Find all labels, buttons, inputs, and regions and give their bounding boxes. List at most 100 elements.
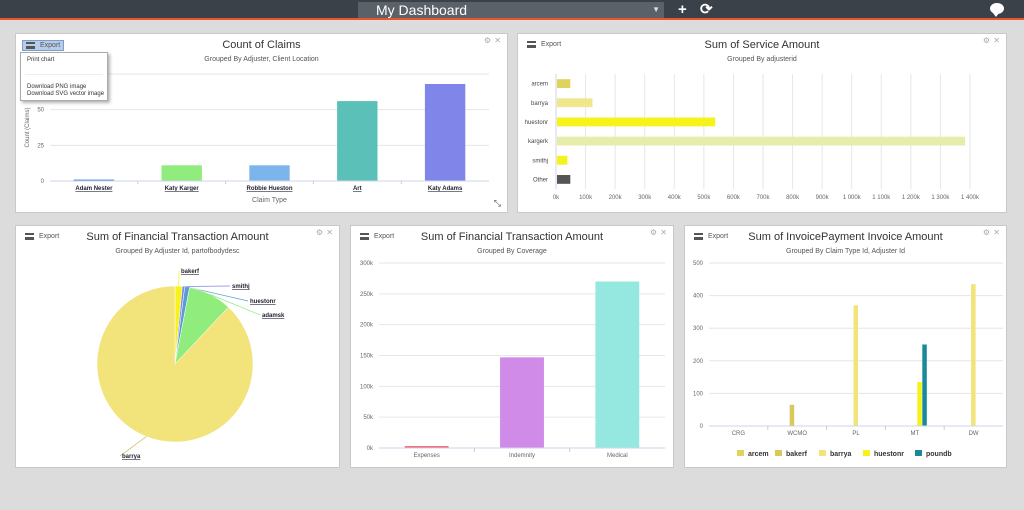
y-tick-label: 0k	[367, 446, 374, 452]
y-tick-label: smithj	[532, 158, 548, 164]
export-button[interactable]: Export	[357, 232, 397, 241]
bar	[971, 284, 976, 426]
export-label: Export	[541, 41, 562, 48]
export-button[interactable]: Export	[524, 40, 564, 49]
x-tick-label: PL	[852, 431, 860, 437]
legend-item: arcem	[748, 451, 769, 458]
x-tick-label: 1 400k	[961, 195, 980, 201]
x-tick-label: Expenses	[413, 453, 439, 459]
y-tick-label: 100	[693, 391, 704, 397]
x-tick-label: 300k	[638, 195, 652, 201]
chart-subtitle: Grouped By Coverage	[477, 248, 547, 255]
export-label: Export	[374, 233, 395, 240]
y-tick-label: 200	[693, 359, 704, 365]
pie-label: barrya	[122, 454, 141, 460]
legend-swatch	[775, 450, 782, 456]
widget-invoice-amount: 0 100 200 300 400 500 CRG WCMO PL MT DW arcem bakerf…	[684, 225, 1007, 468]
x-tick-label: 400k	[668, 195, 682, 201]
widget-financial-by-adjuster: bakerf smithj huestonr adamsk barrya Export …	[15, 225, 340, 468]
chart-count-of-claims: 0 25 50 Count (Claims) Adam Nester Katy Karge…	[25, 73, 489, 204]
bar	[853, 305, 858, 426]
add-icon[interactable]: +	[678, 1, 687, 18]
x-tick-label: Katy Karger	[165, 186, 200, 192]
x-tick-label: WCMO	[787, 431, 807, 437]
widget-sum-service-amount: 0k 100k 200k 300k 400k 500k 600k 700k 800k 900k 1 …	[517, 33, 1007, 213]
chart-title: Sum of Financial Transaction Amount	[420, 231, 604, 243]
bar	[557, 155, 568, 165]
legend-item: barrya	[830, 451, 852, 458]
bar	[500, 357, 544, 448]
y-tick-label: 500	[693, 261, 704, 267]
resize-icon[interactable]: ⤡	[493, 198, 501, 208]
x-tick-label: 1 100k	[872, 195, 891, 201]
pie-label: bakerf	[181, 269, 200, 275]
export-menu: Print chart Download PNG image Download …	[20, 52, 108, 101]
export-button[interactable]: Export	[22, 40, 65, 51]
x-tick-label: MT	[910, 431, 919, 437]
pie-connector	[210, 294, 261, 316]
x-tick-label: 500k	[697, 195, 711, 201]
settings-icon[interactable]: ⚙	[483, 36, 491, 45]
x-tick-label: 200k	[609, 195, 623, 201]
chart-financial-by-coverage: 0k 50k 100k 150k 200k 250k 300k Expenses Indemni…	[360, 261, 665, 459]
x-tick-label: CRG	[732, 431, 746, 437]
top-bar: My Dashboard ▼ + ⟳	[0, 0, 1024, 20]
pie-connector	[119, 436, 147, 457]
chat-icon[interactable]	[990, 3, 1004, 17]
x-tick-label: 100k	[579, 195, 593, 201]
y-tick-label: barrya	[531, 101, 549, 107]
close-icon[interactable]: ✕	[326, 228, 333, 237]
y-tick-label: 400	[693, 294, 704, 300]
export-button[interactable]: Export	[22, 232, 62, 241]
legend-item: bakerf	[786, 451, 808, 458]
settings-icon[interactable]: ⚙	[315, 228, 323, 237]
close-icon[interactable]: ✕	[494, 36, 501, 45]
bar	[557, 117, 716, 127]
chart-subtitle: Grouped By Adjuster Id, partofbodydesc	[115, 248, 240, 255]
bar	[595, 281, 640, 448]
menu-item-png[interactable]: Download PNG image	[27, 84, 87, 90]
legend-swatch	[863, 450, 870, 456]
x-tick-label: 1 200k	[902, 195, 921, 201]
export-label: Export	[708, 233, 729, 240]
legend-item: huestonr	[874, 451, 904, 458]
x-tick-label: 800k	[786, 195, 800, 201]
chart-subtitle: Grouped By Adjuster, Client Location	[204, 56, 319, 63]
pie-label: smithj	[232, 284, 250, 290]
chart-title: Sum of Financial Transaction Amount	[86, 231, 269, 243]
menu-item-svg[interactable]: Download SVG vector image	[27, 91, 105, 97]
y-tick-label: 150k	[360, 354, 374, 360]
legend-swatch	[737, 450, 744, 456]
settings-icon[interactable]: ⚙	[982, 228, 990, 237]
x-tick-label: DW	[969, 431, 979, 437]
chart-invoice-amount: 0 100 200 300 400 500 CRG WCMO PL MT DW arcem bakerf…	[693, 261, 1003, 458]
close-icon[interactable]: ✕	[660, 228, 667, 237]
export-button[interactable]: Export	[691, 232, 731, 241]
close-icon[interactable]: ✕	[993, 228, 1000, 237]
bar	[73, 179, 115, 181]
close-icon[interactable]: ✕	[993, 36, 1000, 45]
bar	[789, 404, 795, 426]
bar	[557, 98, 593, 108]
y-tick-label: 100k	[360, 384, 374, 390]
x-tick-label: Art	[353, 186, 362, 192]
chart-title: Sum of Service Amount	[704, 39, 820, 51]
y-tick-label: 300	[693, 326, 704, 332]
x-tick-label: Indemnity	[509, 453, 535, 459]
bar	[424, 83, 466, 181]
y-tick-label: 50k	[363, 415, 374, 421]
y-tick-label: kargerk	[528, 139, 549, 145]
y-tick-label: arcem	[531, 82, 548, 88]
dashboard-select[interactable]: My Dashboard ▼	[358, 2, 664, 18]
widget-count-of-claims: 0 25 50 Count (Claims) Adam Nester Katy Karge…	[15, 33, 508, 213]
refresh-icon[interactable]: ⟳	[700, 1, 713, 18]
settings-icon[interactable]: ⚙	[649, 228, 657, 237]
menu-item-print[interactable]: Print chart	[27, 57, 55, 63]
bar	[557, 136, 966, 146]
export-label: Export	[39, 233, 60, 240]
settings-icon[interactable]: ⚙	[982, 36, 990, 45]
chevron-down-icon: ▼	[652, 5, 660, 14]
pie-slice	[96, 285, 254, 443]
export-label: Export	[40, 42, 61, 49]
x-tick-label: Katy Adams	[428, 186, 463, 192]
